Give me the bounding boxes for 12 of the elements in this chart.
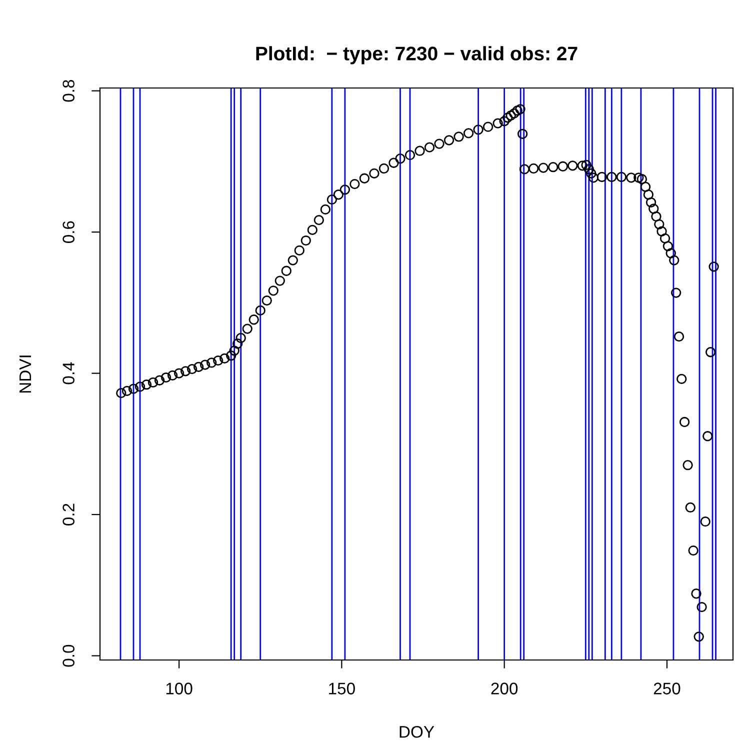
y-tick-label: 0.6 (62, 221, 74, 243)
y-tick-label: 0.2 (62, 504, 74, 526)
x-tick-label: 200 (491, 682, 518, 694)
x-tick-label: 100 (166, 682, 192, 694)
chart-title: PlotId: − type: 7230 − valid obs: 27 (256, 46, 578, 64)
y-axis-title: NDVI (20, 356, 32, 393)
y-tick-label: 0.8 (62, 80, 74, 102)
x-axis-title: DOY (400, 726, 434, 738)
x-tick-label: 250 (654, 682, 680, 694)
y-tick-label: 0.0 (62, 644, 74, 667)
y-tick-label: 0.4 (62, 362, 74, 384)
x-tick-label: 150 (329, 682, 355, 694)
